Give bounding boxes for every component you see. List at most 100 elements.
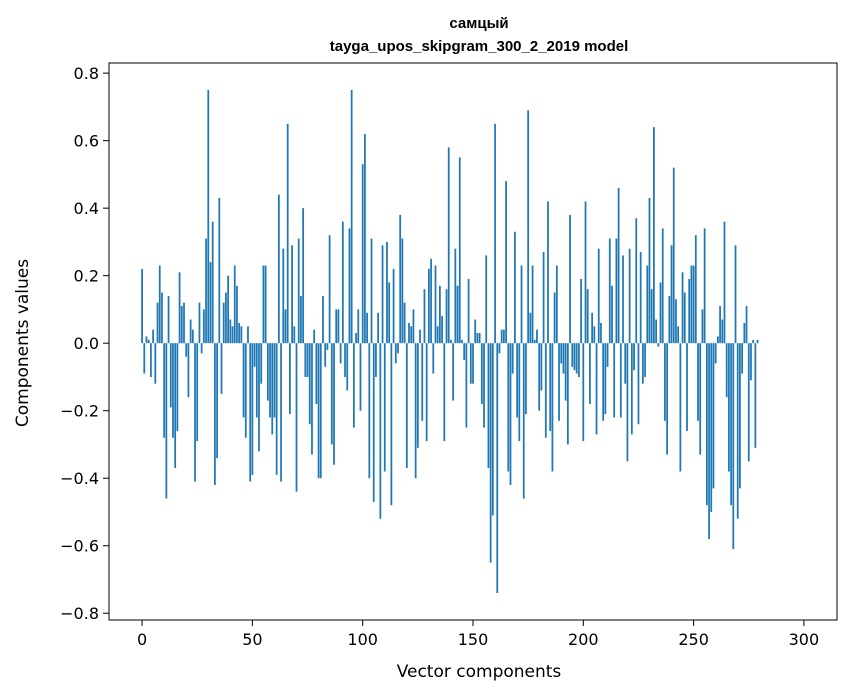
bar-52 bbox=[255, 343, 258, 418]
bar-247 bbox=[686, 343, 688, 431]
y-tick-label: −0.6 bbox=[60, 537, 99, 556]
bar-194 bbox=[569, 214, 571, 344]
bar-189 bbox=[558, 343, 560, 421]
bar-206 bbox=[595, 343, 598, 435]
bar-101 bbox=[364, 133, 366, 344]
bar-85 bbox=[328, 235, 331, 344]
bar-199 bbox=[580, 279, 582, 344]
bar-123 bbox=[412, 309, 415, 344]
bar-205 bbox=[593, 326, 596, 344]
bar-181 bbox=[540, 343, 543, 391]
bar-19 bbox=[183, 302, 185, 344]
bar-248 bbox=[688, 279, 691, 344]
bar-150 bbox=[472, 343, 474, 384]
bar-59 bbox=[271, 343, 274, 435]
bar-276 bbox=[750, 343, 752, 381]
bar-240 bbox=[670, 245, 673, 344]
bar-50 bbox=[251, 343, 254, 475]
bar-24 bbox=[194, 343, 196, 482]
bar-169 bbox=[514, 231, 516, 344]
bar-93 bbox=[346, 343, 349, 391]
bar-237 bbox=[664, 343, 666, 421]
bar-224 bbox=[635, 218, 638, 344]
bar-32 bbox=[211, 221, 214, 344]
bar-61 bbox=[275, 343, 278, 475]
bar-104 bbox=[370, 238, 373, 344]
bar-187 bbox=[553, 292, 556, 344]
bar-86 bbox=[330, 343, 333, 445]
bar-253 bbox=[699, 343, 702, 455]
bar-14 bbox=[172, 343, 174, 438]
bar-172 bbox=[520, 265, 523, 344]
bar-131 bbox=[430, 258, 432, 344]
bar-251 bbox=[694, 235, 697, 344]
bar-98 bbox=[357, 309, 360, 344]
bar-164 bbox=[503, 329, 505, 344]
bar-159 bbox=[491, 343, 494, 516]
bar-88 bbox=[335, 309, 338, 344]
bar-109 bbox=[381, 245, 384, 344]
bar-56 bbox=[264, 265, 267, 344]
bar-268 bbox=[732, 343, 735, 550]
x-tick-label: 300 bbox=[789, 630, 820, 649]
bar-162 bbox=[498, 343, 501, 354]
bar-68 bbox=[291, 245, 293, 344]
bar-201 bbox=[584, 201, 587, 344]
bar-270 bbox=[736, 343, 739, 519]
bar-193 bbox=[566, 343, 569, 445]
bar-65 bbox=[284, 309, 287, 344]
bar-83 bbox=[324, 343, 327, 367]
bar-64 bbox=[282, 248, 285, 344]
bar-231 bbox=[650, 289, 653, 344]
bar-271 bbox=[739, 343, 741, 489]
bar-202 bbox=[586, 289, 589, 344]
bar-27 bbox=[200, 343, 203, 354]
bar-41 bbox=[231, 326, 234, 344]
bar-246 bbox=[683, 292, 686, 344]
bar-134 bbox=[436, 326, 439, 344]
bar-31 bbox=[209, 262, 212, 344]
bar-229 bbox=[646, 265, 649, 344]
bar-244 bbox=[679, 343, 682, 472]
chart-title: самцый bbox=[449, 15, 508, 32]
bar-120 bbox=[405, 343, 408, 469]
bar-182 bbox=[542, 252, 545, 344]
bar-97 bbox=[355, 333, 357, 344]
bar-208 bbox=[600, 322, 602, 344]
bar-147 bbox=[465, 343, 468, 428]
bar-241 bbox=[672, 167, 675, 344]
bar-265 bbox=[725, 343, 728, 398]
bar-0 bbox=[141, 268, 143, 344]
bar-121 bbox=[408, 322, 410, 344]
bar-54 bbox=[260, 343, 263, 384]
bar-238 bbox=[666, 343, 669, 455]
bar-35 bbox=[218, 198, 221, 344]
axes: 0 50 100 150 200 250 300 −0.8 −0.6 −0.4 −0.2 0.0 0.2… bbox=[60, 62, 838, 649]
bar-225 bbox=[637, 343, 640, 425]
bar-130 bbox=[428, 268, 430, 344]
bar-58 bbox=[269, 343, 271, 418]
bar-228 bbox=[644, 343, 646, 377]
bar-184 bbox=[547, 201, 549, 344]
bar-171 bbox=[518, 343, 521, 442]
bar-51 bbox=[253, 343, 256, 367]
bar-272 bbox=[741, 343, 744, 374]
bar-219 bbox=[624, 343, 627, 384]
bar-222 bbox=[630, 343, 633, 435]
bar-216 bbox=[617, 187, 620, 344]
bar-168 bbox=[511, 343, 514, 374]
bar-215 bbox=[615, 238, 618, 344]
bar-166 bbox=[507, 343, 510, 472]
bar-211 bbox=[606, 343, 609, 367]
bar-209 bbox=[602, 343, 605, 421]
bar-264 bbox=[723, 221, 726, 344]
bar-230 bbox=[648, 198, 651, 344]
bar-186 bbox=[551, 343, 554, 472]
bar-20 bbox=[185, 343, 188, 357]
bar-132 bbox=[432, 343, 435, 374]
bar-25 bbox=[196, 343, 199, 442]
bar-3 bbox=[147, 339, 150, 344]
bar-103 bbox=[368, 343, 371, 479]
bar-44 bbox=[238, 322, 241, 344]
bar-233 bbox=[655, 319, 657, 344]
